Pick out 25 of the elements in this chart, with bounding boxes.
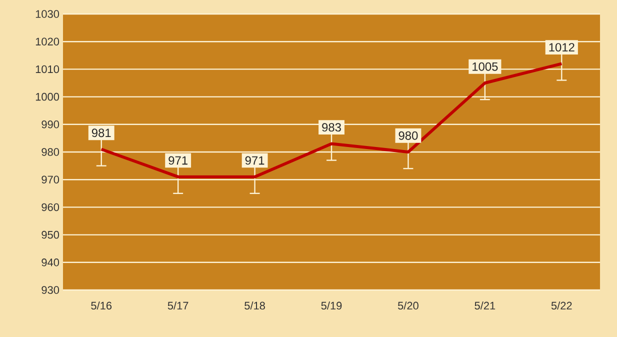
y-tick-label: 1030: [36, 10, 60, 18]
x-tick-label: 5/16: [91, 301, 112, 310]
x-tick-label: 5/22: [551, 301, 572, 310]
y-tick-label: 970: [42, 176, 60, 184]
data-label: 971: [245, 156, 264, 165]
data-label: 981: [92, 128, 111, 138]
data-label: 1005: [472, 62, 498, 71]
x-tick-label: 5/21: [474, 301, 496, 310]
data-label: 971: [168, 156, 188, 165]
data-label: 983: [322, 123, 341, 132]
y-tick-label: 980: [42, 148, 60, 156]
y-tick-label: 960: [42, 203, 60, 212]
y-tick-label: 930: [42, 286, 60, 294]
data-label: 980: [398, 131, 418, 140]
y-tick-label: 1000: [36, 92, 60, 101]
y-tick-label: 940: [42, 258, 60, 266]
data-label: 1012: [549, 43, 574, 52]
y-tick-label: 1020: [36, 38, 60, 46]
x-tick-label: 5/19: [321, 301, 342, 310]
y-tick-label: 1010: [36, 65, 60, 74]
y-tick-label: 950: [42, 230, 60, 239]
x-tick-label: 5/20: [398, 301, 418, 310]
y-tick-label: 990: [42, 120, 60, 128]
x-tick-label: 5/17: [168, 301, 188, 310]
x-tick-label: 5/18: [244, 301, 265, 310]
